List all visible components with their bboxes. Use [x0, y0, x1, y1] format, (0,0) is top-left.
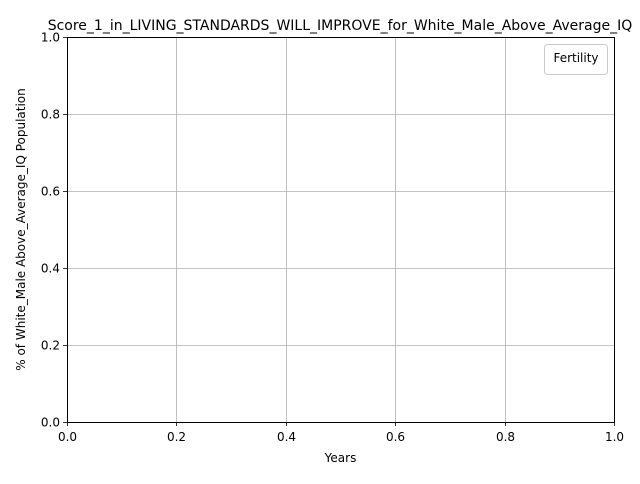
y-axis-ticks: 0.00.20.40.60.81.0	[41, 31, 67, 430]
y-tick-label: 0.0	[41, 416, 60, 430]
x-axis-ticks: 0.0 0.2 0.4 0.6 0.8 1.0	[58, 422, 624, 444]
x-tick-label: 1.0	[605, 430, 624, 444]
x-axis-label: Years	[324, 451, 357, 465]
x-tick-label: 0.8	[496, 430, 515, 444]
y-axis-label: % of White_Male Above_Average_IQ Populat…	[14, 88, 28, 371]
plot-area-frame	[68, 38, 615, 423]
y-tick-label: 0.2	[41, 339, 60, 353]
grid-lines	[67, 37, 615, 423]
y-tick-label: 0.8	[41, 108, 60, 122]
legend-title: Fertility	[553, 51, 598, 65]
x-tick-label: 0.4	[277, 430, 296, 444]
x-tick-label: 0.2	[167, 430, 186, 444]
x-tick-label: 0.6	[386, 430, 405, 444]
y-tick-label: 0.4	[41, 262, 60, 276]
legend: Fertility	[545, 45, 608, 75]
y-tick-label: 0.6	[41, 185, 60, 199]
chart-title: Score_1_in_LIVING_STANDARDS_WILL_IMPROVE…	[48, 18, 633, 34]
x-tick-label: 0.0	[58, 430, 77, 444]
